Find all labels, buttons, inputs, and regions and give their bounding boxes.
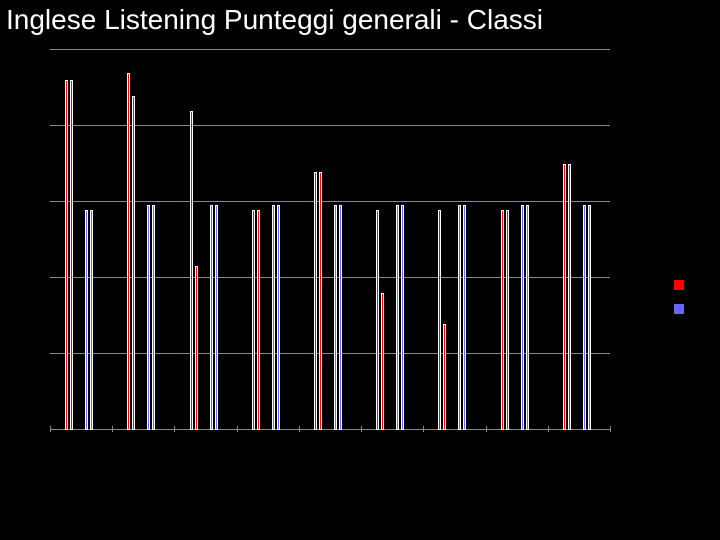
x-tick: [610, 426, 611, 432]
bar: [152, 205, 155, 430]
bar: [563, 164, 566, 430]
bar: [127, 73, 130, 430]
legend-swatch: [674, 304, 684, 314]
x-tick: [548, 426, 549, 432]
bar: [314, 172, 317, 430]
bar: [568, 164, 571, 430]
bar: [215, 205, 218, 430]
bar: [147, 205, 150, 430]
bar: [277, 205, 280, 430]
bar: [376, 210, 379, 430]
bar: [85, 210, 88, 430]
bar: [506, 210, 509, 430]
bar: [257, 210, 260, 430]
x-tick: [237, 426, 238, 432]
bar: [272, 205, 275, 430]
bar: [339, 205, 342, 430]
bar: [463, 205, 466, 430]
x-tick: [299, 426, 300, 432]
chart-legend: [674, 280, 690, 314]
bar: [70, 80, 73, 430]
chart-plot-area: [50, 50, 610, 430]
bar: [396, 205, 399, 430]
bar: [90, 210, 93, 430]
bar: [252, 210, 255, 430]
bar: [210, 205, 213, 430]
bar: [443, 324, 446, 430]
bar: [458, 205, 461, 430]
gridline: [50, 49, 610, 50]
bar: [381, 293, 384, 430]
x-tick: [112, 426, 113, 432]
x-tick: [423, 426, 424, 432]
bar: [501, 210, 504, 430]
x-tick: [486, 426, 487, 432]
bar: [190, 111, 193, 430]
legend-swatch: [674, 280, 684, 290]
bar: [521, 205, 524, 430]
bar: [401, 205, 404, 430]
chart-title: Inglese Listening Punteggi generali - Cl…: [0, 0, 720, 40]
legend-item: [674, 304, 690, 314]
bar: [588, 205, 591, 430]
bar: [334, 205, 337, 430]
x-tick: [50, 426, 51, 432]
bar: [319, 172, 322, 430]
bar: [583, 205, 586, 430]
bar: [438, 210, 441, 430]
bar: [65, 80, 68, 430]
bar: [132, 96, 135, 430]
x-tick: [174, 426, 175, 432]
bar: [195, 266, 198, 430]
legend-item: [674, 280, 690, 290]
bar: [526, 205, 529, 430]
x-tick: [361, 426, 362, 432]
